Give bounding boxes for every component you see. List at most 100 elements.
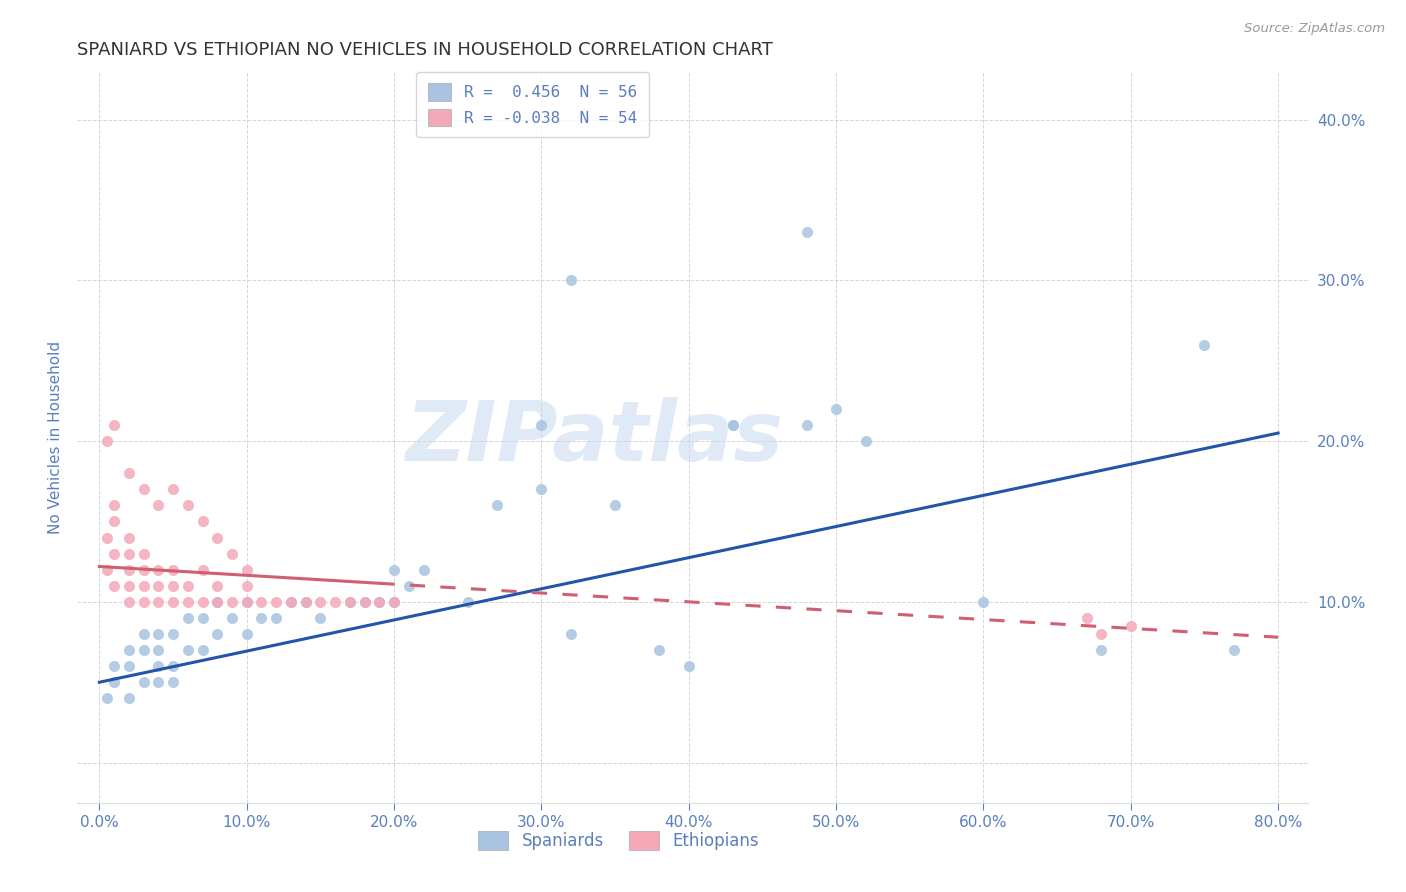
Point (191, 643, 214, 657)
Point (148, 499, 170, 513)
Point (132, 595, 155, 609)
Point (191, 563, 214, 577)
Point (353, 595, 375, 609)
Point (118, 531, 141, 545)
Point (148, 675, 170, 690)
Point (103, 499, 125, 513)
Point (1194, 337, 1216, 351)
Point (721, 417, 744, 432)
Point (103, 579, 125, 593)
Point (162, 483, 184, 497)
Point (162, 675, 184, 690)
Point (191, 595, 214, 609)
Point (96, 531, 118, 545)
Point (250, 595, 273, 609)
Point (294, 595, 316, 609)
Point (1090, 643, 1112, 657)
Point (1090, 627, 1112, 641)
Point (118, 643, 141, 657)
Point (177, 643, 200, 657)
Point (294, 595, 316, 609)
Point (191, 611, 214, 625)
Point (309, 611, 332, 625)
Point (530, 417, 553, 432)
Point (207, 595, 229, 609)
Point (96, 434, 118, 449)
Point (603, 499, 626, 513)
Point (323, 595, 346, 609)
Point (796, 417, 818, 432)
Point (796, 225, 818, 239)
Point (162, 579, 184, 593)
Point (207, 595, 229, 609)
Point (96, 691, 118, 706)
Point (118, 691, 141, 706)
Point (678, 659, 700, 673)
Point (530, 483, 553, 497)
Point (148, 563, 170, 577)
Point (382, 563, 405, 577)
Point (1223, 643, 1246, 657)
Point (221, 595, 243, 609)
Point (132, 675, 155, 690)
Point (368, 595, 391, 609)
Point (118, 595, 141, 609)
Point (1119, 619, 1142, 633)
Point (103, 515, 125, 529)
Point (103, 547, 125, 561)
Point (648, 643, 671, 657)
Point (118, 467, 141, 481)
Text: SPANIARD VS ETHIOPIAN NO VEHICLES IN HOUSEHOLD CORRELATION CHART: SPANIARD VS ETHIOPIAN NO VEHICLES IN HOU… (77, 41, 773, 59)
Point (148, 659, 170, 673)
Point (236, 627, 259, 641)
Point (118, 547, 141, 561)
Point (309, 595, 332, 609)
Point (103, 675, 125, 690)
Point (132, 627, 155, 641)
Point (132, 547, 155, 561)
Text: Source: ZipAtlas.com: Source: ZipAtlas.com (1244, 22, 1385, 36)
Point (221, 611, 243, 625)
Point (118, 563, 141, 577)
Point (132, 579, 155, 593)
Point (177, 579, 200, 593)
Point (560, 273, 582, 287)
Text: ZIPatlas: ZIPatlas (405, 397, 783, 477)
Point (118, 579, 141, 593)
Point (103, 659, 125, 673)
Point (162, 659, 184, 673)
Point (368, 595, 391, 609)
Point (148, 595, 170, 609)
Point (382, 595, 405, 609)
Point (162, 627, 184, 641)
Point (825, 401, 848, 416)
Point (207, 531, 229, 545)
Point (280, 595, 302, 609)
Point (177, 595, 200, 609)
Point (457, 595, 479, 609)
Point (412, 563, 434, 577)
Point (382, 595, 405, 609)
Point (162, 595, 184, 609)
Point (207, 579, 229, 593)
Point (162, 563, 184, 577)
Point (250, 611, 273, 625)
Point (339, 595, 361, 609)
Point (236, 595, 259, 609)
Point (96, 563, 118, 577)
Point (486, 499, 509, 513)
Point (1076, 611, 1098, 625)
Point (132, 483, 155, 497)
Point (398, 579, 420, 593)
Point (236, 595, 259, 609)
Point (721, 417, 744, 432)
Point (177, 611, 200, 625)
Point (339, 595, 361, 609)
Point (353, 595, 375, 609)
Y-axis label: No Vehicles in Household: No Vehicles in Household (48, 341, 63, 533)
Point (280, 595, 302, 609)
Point (560, 627, 582, 641)
Point (264, 611, 287, 625)
Point (972, 595, 994, 609)
Point (148, 627, 170, 641)
